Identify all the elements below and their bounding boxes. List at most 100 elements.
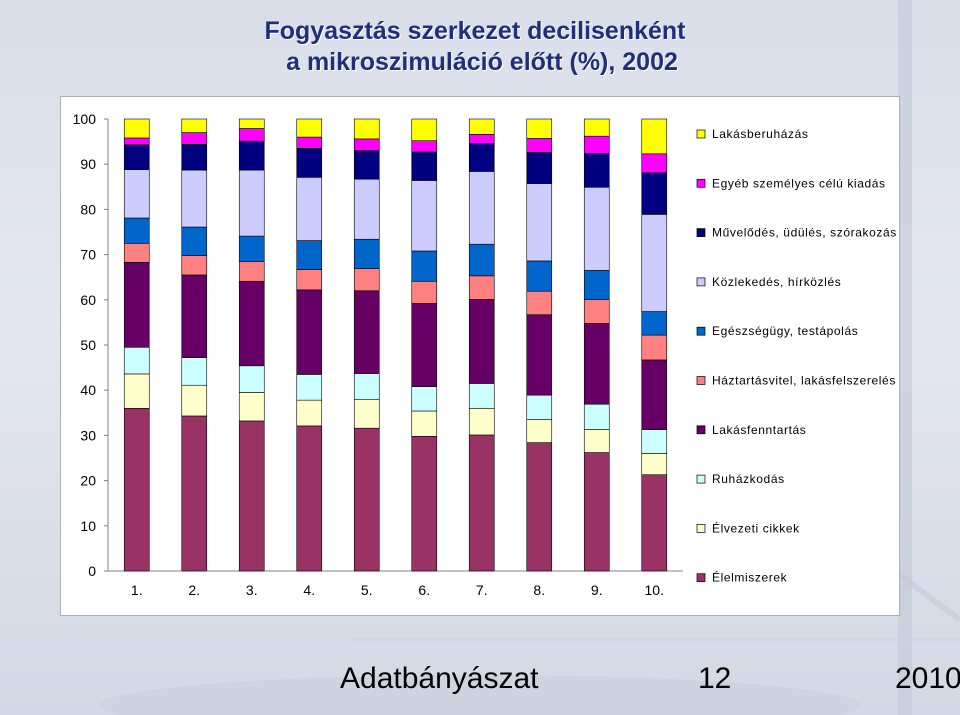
legend-label: Egészségügy, testápolás [712,324,858,338]
bar-segment [123,346,150,375]
bar-segment [641,453,668,476]
bar-segment [411,303,438,387]
bar-segment [238,235,265,262]
x-tick-label: 1. [131,582,143,598]
bar-segment [526,442,553,572]
bar-segment [411,151,438,181]
bar-segment [526,152,553,184]
bar-segment [123,118,150,139]
bar-segment [123,217,150,244]
x-tick-label: 5. [361,582,373,598]
bar-segment [468,407,495,436]
bar-segment [411,140,438,153]
bar-segment [641,474,668,572]
bar-segment [641,359,668,430]
bar-segment [296,118,323,138]
legend-label: Művelődés, üdülés, szórakozás [712,226,897,240]
bar-segment [411,250,438,282]
y-tick-label: 100 [73,111,97,127]
bar-segment [583,403,610,430]
legend-swatch [696,425,706,435]
legend-label: Lakásberuházás [712,127,808,141]
bar-segment [526,419,553,443]
bar-segment [641,311,668,336]
bar-segment [123,169,150,219]
bar-segment [411,436,438,572]
bar-segment [641,172,668,215]
bar-segment [468,171,495,245]
x-tick-label: 9. [591,582,603,598]
x-tick-label: 2. [188,582,200,598]
x-tick-label: 3. [246,582,258,598]
bar-segment [641,429,668,454]
bar-segment [181,357,208,386]
bar-segment [526,314,553,396]
bar-segment [238,169,265,237]
legend-swatch [696,277,706,287]
bar-segment [411,280,438,304]
legend-label: Háztartásvitel, lakásfelszerelés [712,374,896,388]
bar-segment [353,427,380,572]
bar-segment [468,299,495,384]
bar-segment [238,365,265,393]
bar-segment [353,399,380,429]
bar-segment [353,238,380,269]
legend-label: Lakásfenntartás [712,423,806,437]
bar-segment [238,118,265,129]
bar-segment [583,135,610,154]
bar-segment [296,148,323,178]
legend-swatch [696,178,706,188]
y-tick-label: 0 [88,563,96,579]
bar-segment [353,178,380,240]
bar-segment [468,118,495,135]
y-tick-label: 80 [80,201,96,217]
bar-segment [583,323,610,405]
bar-segment [353,150,380,180]
y-tick-label: 50 [80,337,96,353]
bar-segment [238,128,265,142]
legend-label: Ruházkodás [712,472,785,486]
y-tick-label: 70 [80,247,96,263]
bar-segment [526,394,553,420]
bar-segment [296,374,323,401]
bar-segment [468,243,495,277]
legend-swatch [696,376,706,385]
x-tick-label: 4. [303,582,315,598]
y-tick-label: 10 [80,518,96,534]
y-tick-label: 40 [80,382,96,398]
bar-segment [296,289,323,375]
legend-swatch [696,524,706,533]
bar-segment [296,240,323,270]
x-tick-label: 6. [418,582,430,598]
bar-segment [181,144,208,171]
x-tick-label: 7. [476,582,488,598]
bar-segment [641,334,668,361]
bar-segment [353,118,380,140]
legend-swatch [696,474,706,484]
bar-segment [583,429,610,453]
legend-swatch [696,326,706,336]
bar-segment [526,260,553,292]
bar-segment [411,410,438,437]
footer-page-number: 12 [698,662,732,695]
bar-segment [641,214,668,312]
bar-segment [296,425,323,572]
y-tick-label: 20 [80,473,96,489]
legend-label: Élvezeti cikkek [712,520,800,535]
slide-title-line1: Fogyasztás szerkezet decilisenként [264,17,686,45]
bar-segment [181,384,208,417]
bar-segment [468,383,495,409]
bar-segment [123,144,150,170]
bar-segment [296,399,323,427]
bar-segment [123,137,150,146]
bar-segment [238,420,265,572]
bar-segment [181,226,208,256]
bar-segment [641,153,668,174]
chart-panel: 0 10 20 30 40 50 60 70 80 90 100 1. 2. 3. 4. 5. 6. 7. 8. 9.… [60,96,900,616]
bar-segment [411,180,438,252]
bar-segment [123,373,150,409]
bar-segment [296,136,323,149]
x-tick-label: 10. [645,582,664,598]
bar-segment [123,407,150,572]
footer-title: Adatbányászat [340,662,539,695]
